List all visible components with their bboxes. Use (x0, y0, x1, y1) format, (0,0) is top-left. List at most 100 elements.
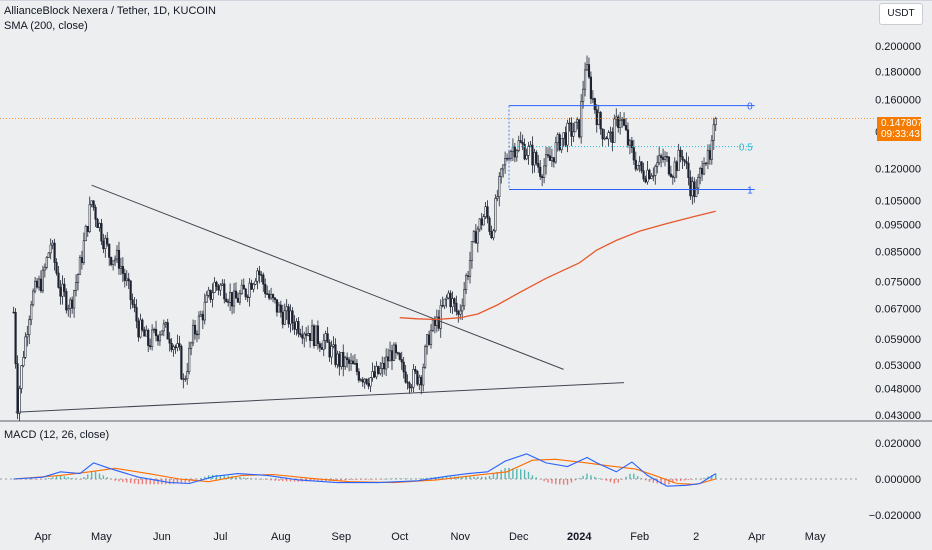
candle-body (119, 266, 123, 269)
sma-indicator-label[interactable]: SMA (200, close) (4, 20, 88, 32)
candle-body (76, 274, 80, 283)
candle-body (453, 298, 456, 304)
macd-histogram-bar (227, 475, 229, 479)
macd-histogram-bar (340, 479, 342, 481)
candle-body (660, 155, 663, 158)
candle-body (675, 161, 678, 171)
candle-body (188, 347, 191, 372)
candle-body (679, 149, 682, 157)
macd-histogram-bar (48, 478, 50, 479)
candle-body (418, 376, 421, 385)
candle-body (43, 266, 46, 271)
candle-body (297, 321, 300, 334)
currency-unit-button[interactable]: USDT (879, 3, 923, 25)
candle-body (537, 163, 540, 168)
candle-body (630, 140, 633, 148)
candle-body (392, 344, 396, 361)
macd-histogram-bar (551, 479, 553, 484)
candle-body (238, 293, 241, 303)
macd-histogram-bar (613, 479, 616, 484)
macd-histogram-bar (254, 478, 257, 480)
macd-histogram-bar (122, 479, 124, 482)
macd-histogram-bar (137, 479, 140, 485)
candle-body (533, 152, 536, 166)
macd-histogram-bar (535, 477, 538, 479)
candle-body (316, 325, 319, 345)
candle-body (488, 217, 491, 232)
macd-histogram-bar (539, 479, 541, 480)
macd-histogram-bar (246, 477, 249, 479)
candle-body (328, 342, 331, 358)
macd-histogram-bar (442, 476, 444, 479)
candle-body (197, 315, 201, 335)
candle-body (424, 346, 427, 368)
candle-body (178, 343, 181, 347)
candle-body (681, 156, 684, 161)
candle-body (49, 244, 52, 254)
macd-histogram-bar (691, 479, 694, 480)
candle-body (88, 204, 91, 232)
candle-body (531, 144, 534, 166)
macd-histogram-bar (266, 479, 268, 480)
candle-body (455, 302, 458, 312)
macd-histogram-bar (543, 479, 545, 482)
candle-body (67, 308, 70, 311)
macd-histogram-bar (110, 479, 112, 480)
candle-body (219, 284, 222, 291)
candle-body (135, 307, 138, 322)
candle-body (98, 223, 101, 229)
candle-body (314, 325, 318, 346)
candle-body (191, 324, 195, 344)
candle-body (593, 98, 596, 110)
candle-body (318, 343, 321, 348)
candle-body (714, 118, 717, 126)
candle-body (199, 314, 202, 317)
candle-body (470, 241, 474, 261)
candle-body (498, 176, 501, 197)
candle-body (104, 237, 107, 250)
candle-body (80, 257, 84, 263)
candle-body (589, 76, 593, 99)
candle-body (242, 284, 245, 290)
candle-body (367, 383, 370, 387)
candle-body (363, 378, 366, 383)
candle-body (256, 270, 259, 282)
candle-body (112, 260, 115, 265)
candle-body (305, 333, 308, 336)
macd-indicator-label[interactable]: MACD (12, 26, close) (4, 429, 110, 441)
candle-body (550, 157, 554, 161)
candle-body (213, 281, 216, 293)
candle-body (24, 336, 27, 358)
candle-body (28, 319, 31, 336)
macd-histogram-bar (644, 479, 647, 481)
candle-body (375, 366, 378, 378)
candle-body (445, 297, 448, 300)
candle-body (258, 270, 261, 275)
candle-body (351, 360, 355, 365)
candle-body (396, 352, 399, 354)
macd-histogram-bar (321, 479, 323, 482)
candle-body (234, 290, 238, 299)
candle-body (523, 143, 526, 160)
macd-histogram-bar (313, 479, 315, 482)
candle-body (482, 216, 485, 226)
macd-histogram-bar (153, 479, 155, 485)
candle-body (597, 112, 600, 125)
candle-body (607, 132, 610, 140)
candle-body (39, 278, 43, 292)
candle-body (86, 225, 89, 232)
candle-body (496, 196, 499, 199)
candle-body (685, 161, 688, 164)
candle-body (236, 297, 240, 303)
macd-histogram-bar (508, 467, 510, 479)
macd-histogram-bar (484, 476, 487, 479)
candle-body (92, 200, 95, 208)
candle-body (205, 294, 208, 303)
price-axis-tick-label: 0.120000 (875, 164, 921, 176)
candle-body (566, 122, 569, 146)
candle-body (334, 344, 337, 365)
macd-histogram-bar (562, 479, 565, 485)
candle-body (69, 299, 72, 309)
candle-body (223, 283, 226, 300)
candle-body (576, 119, 579, 123)
